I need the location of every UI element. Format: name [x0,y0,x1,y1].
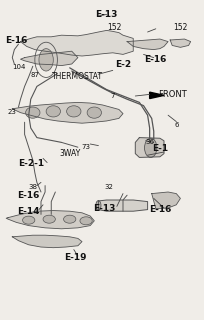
Text: 6: 6 [173,122,178,128]
Text: E-14: E-14 [17,207,40,216]
Text: E-2: E-2 [114,60,130,68]
Text: 36: 36 [144,140,153,145]
Ellipse shape [80,217,92,225]
Ellipse shape [66,106,81,117]
Text: E-13: E-13 [93,204,115,212]
Ellipse shape [87,107,101,118]
Text: E-16: E-16 [17,191,40,200]
Text: 3WAY: 3WAY [59,149,80,158]
Text: 38: 38 [28,184,37,190]
Text: 152: 152 [107,23,121,32]
Text: E-16: E-16 [5,36,28,44]
Polygon shape [169,39,190,47]
Text: 32: 32 [104,184,113,190]
Text: E-16: E-16 [148,205,170,214]
Text: E-1: E-1 [151,144,167,153]
Text: THERMOSTAT: THERMOSTAT [52,72,103,81]
Text: E-19: E-19 [64,253,87,262]
Polygon shape [98,200,147,211]
Text: 104: 104 [12,64,25,70]
Polygon shape [135,138,163,157]
Text: E-13: E-13 [95,10,117,19]
Ellipse shape [46,106,60,117]
Ellipse shape [22,216,35,224]
Polygon shape [12,102,122,123]
Text: FRONT: FRONT [157,90,186,99]
Polygon shape [20,30,133,56]
Text: 7: 7 [110,93,114,99]
Polygon shape [149,92,163,99]
Circle shape [39,49,53,71]
Text: 152: 152 [172,23,187,32]
Polygon shape [20,51,78,66]
Text: 87: 87 [30,72,39,78]
Polygon shape [151,192,180,209]
Ellipse shape [26,107,40,118]
Ellipse shape [95,201,100,210]
Polygon shape [126,39,167,50]
Text: 23: 23 [8,109,17,115]
Ellipse shape [43,215,55,223]
Ellipse shape [63,215,75,223]
Text: E-16: E-16 [144,55,166,64]
Circle shape [144,138,156,157]
Polygon shape [12,235,82,248]
Text: E-2-1: E-2-1 [18,159,44,168]
Polygon shape [6,211,94,229]
Text: 73: 73 [81,144,90,150]
